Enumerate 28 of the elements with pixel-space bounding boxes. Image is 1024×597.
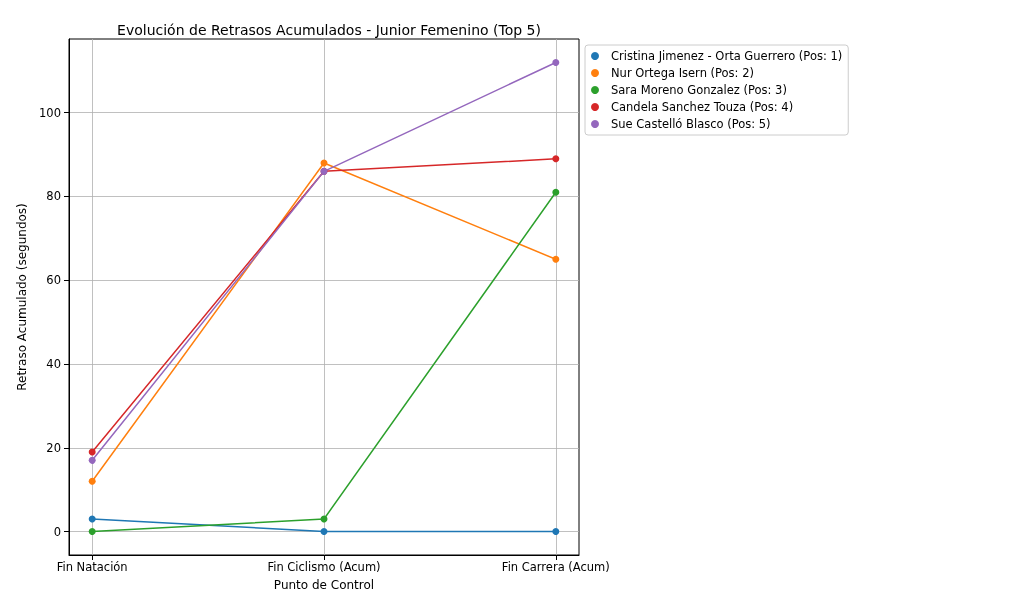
point xyxy=(88,515,96,523)
y-tick-label: 100 xyxy=(39,105,61,120)
x-tick-label: Fin Ciclismo (Acum) xyxy=(267,560,381,574)
point xyxy=(552,255,560,263)
y-tick-label: 20 xyxy=(46,440,61,455)
legend-label: Candela Sanchez Touza (Pos: 4) xyxy=(611,100,794,114)
y-axis-title: Retraso Acumulado (segundos) xyxy=(15,203,30,391)
point xyxy=(552,155,560,163)
point xyxy=(552,188,560,196)
legend-label: Nur Ortega Isern (Pos: 2) xyxy=(611,66,754,80)
point xyxy=(320,528,328,536)
x-tick-label: Fin Carrera (Acum) xyxy=(501,560,610,574)
y-tick-label: 60 xyxy=(46,273,61,288)
point xyxy=(88,477,96,485)
y-tick-label: 40 xyxy=(46,357,61,372)
x-tick-label: Fin Natación xyxy=(56,560,128,574)
point xyxy=(88,456,96,464)
x-axis-title: Punto de Control xyxy=(273,578,375,592)
legend-label: Cristina Jimenez - Orta Guerrero (Pos: 1) xyxy=(611,49,843,63)
y-tick-label: 80 xyxy=(46,189,61,204)
legend-label: Sue Castelló Blasco (Pos: 5) xyxy=(611,117,771,131)
point xyxy=(552,58,560,66)
legend-label: Sara Moreno Gonzalez (Pos: 3) xyxy=(611,83,787,97)
point xyxy=(88,528,96,536)
y-tick-label: 0 xyxy=(53,524,61,539)
point xyxy=(88,448,96,456)
point xyxy=(552,528,560,536)
chart-title: Evolución de Retrasos Acumulados - Junior Femenino (Top 5) xyxy=(117,22,541,38)
